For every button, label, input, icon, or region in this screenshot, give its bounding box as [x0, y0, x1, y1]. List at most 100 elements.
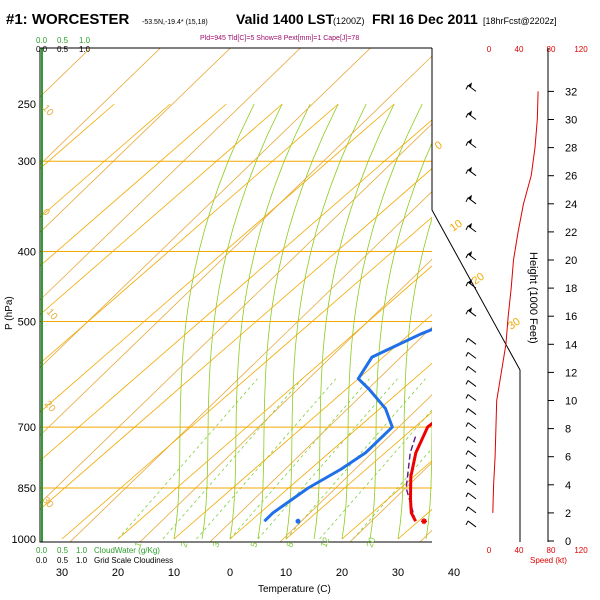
cloud-bottom-black-0: 0.0: [36, 556, 48, 565]
temperature-tick: 40: [448, 567, 460, 579]
wind-barb-staff: [467, 197, 477, 205]
height-tick-label: 24: [565, 199, 577, 211]
wind-barb-feather: [465, 197, 469, 203]
moist-adiabat-line: [397, 217, 432, 540]
temperature-tick: 30: [56, 567, 68, 579]
dry-adiabat-line: [40, 55, 432, 437]
wind-barb-feather: [465, 464, 469, 469]
wind-barb: [465, 436, 477, 444]
dry-adiabat-label: 0: [40, 207, 52, 219]
speed-bottom-120: 120: [574, 546, 588, 555]
wind-barb-feather: [465, 352, 469, 357]
plot-frame-right: [431, 48, 521, 542]
y-axis-label: P (hPa): [4, 296, 15, 330]
station-coords: -53.5N,-19.4* (15,18): [142, 19, 208, 26]
speed-top-40: 40: [515, 45, 524, 54]
moist-adiabats: [173, 103, 432, 540]
pressure-lines: [40, 160, 432, 489]
wind-barb: [465, 110, 477, 120]
wind-barb-staff: [467, 253, 477, 261]
moist-adiabat-line: [313, 103, 395, 540]
height-tick-label: 30: [565, 115, 577, 127]
height-tick-label: 10: [565, 396, 577, 408]
wind-barb: [465, 506, 477, 514]
moist-adiabat-line: [341, 103, 423, 540]
wind-barb-feather: [465, 225, 469, 231]
cloud-scale-top: 0.0 0.5 1.0 0.0 0.5 1.0: [36, 36, 91, 54]
wind-barb-feather: [465, 113, 469, 118]
isotherm-label: 30: [506, 316, 523, 333]
cloud-top-green-2: 1.0: [79, 36, 91, 45]
wind-barb-staff: [467, 450, 477, 458]
wind-barb-staff: [467, 520, 477, 528]
wind-barb: [465, 307, 477, 317]
wind-barb-feather: [465, 520, 469, 526]
dry-adiabat-line: [40, 48, 371, 369]
wind-barb-flag: [468, 194, 472, 200]
wind-barb: [465, 365, 477, 373]
dry-adiabat-line: [40, 48, 231, 233]
surface-dewpoint-marker: [295, 518, 301, 524]
cloud-top-black-1: 0.5: [57, 45, 69, 54]
mixing-ratio-label: 3: [210, 541, 221, 549]
pressure-tick-1000: 1000: [12, 534, 36, 546]
pressure-tick-250: 250: [18, 99, 36, 111]
cloud-water-caption: CloudWater (g/Kg): [94, 546, 160, 555]
wind-barb-feather: [465, 309, 469, 315]
isotherm-line: [454, 104, 600, 539]
valid-time: Valid 1400 LST: [236, 11, 334, 27]
wind-barb-staff: [467, 169, 477, 177]
pressure-tick-300: 300: [18, 156, 36, 168]
dry-adiabat-line: [209, 326, 432, 542]
cloud-bottom-black-1: 0.5: [57, 556, 69, 565]
height-tick-label: 2: [565, 508, 571, 520]
wind-barb-feather: [465, 380, 469, 385]
wind-barb: [465, 464, 477, 472]
wind-barb-feather: [465, 506, 469, 512]
speed-bottom-0: 0: [487, 546, 492, 555]
wind-barb-feather: [465, 408, 469, 413]
wind-barb-feather: [465, 394, 469, 399]
wind-barb-flag: [468, 307, 472, 313]
isotherm-line: [229, 362, 432, 540]
speed-bottom-40: 40: [515, 546, 524, 555]
pressure-tick-500: 500: [18, 317, 36, 329]
grid-cloudiness-caption: Grid Scale Cloudiness: [94, 556, 173, 565]
wind-barb: [465, 394, 477, 401]
cloud-bottom-green-0: 0.0: [36, 546, 48, 555]
height-tick-label: 8: [565, 424, 571, 436]
isotherm-label: 10: [448, 218, 465, 235]
wind-barb-feather: [465, 422, 469, 427]
wind-barb-staff: [467, 492, 477, 500]
dry-adiabat-line: [139, 258, 432, 542]
wind-barb-staff: [467, 351, 477, 359]
wind-barb-staff: [467, 408, 477, 415]
isotherm-line: [510, 104, 600, 539]
wind-barb-flag: [468, 110, 472, 116]
speed-caption: Speed (kt): [530, 556, 567, 565]
wind-barb-feather: [465, 450, 469, 455]
wind-speed-line: [492, 91, 539, 513]
x-axis-label: Temperature (C): [258, 584, 331, 595]
temperature-tick: 30: [392, 567, 404, 579]
wind-barb-staff: [467, 141, 477, 149]
moist-adiabat-line: [201, 103, 283, 540]
surface-temperature-marker: [421, 518, 428, 525]
dry-adiabat-line: [500, 0, 600, 600]
wind-barb-staff: [467, 309, 477, 317]
cloud-bottom-green-2: 1.0: [76, 546, 88, 555]
wind-barb: [465, 279, 477, 289]
height-tick-label: 0: [565, 536, 571, 548]
mixing-ratio-line: [352, 447, 432, 540]
utc-time: (1200Z): [333, 16, 365, 26]
height-tick-label: 28: [565, 143, 577, 155]
isotherm-line: [40, 103, 171, 218]
wind-barb-staff: [467, 225, 477, 233]
pressure-tick-850: 850: [18, 483, 36, 495]
wind-barb-staff: [467, 85, 477, 92]
wind-barb-staff: [467, 394, 477, 401]
cloud-bottom-black-2: 1.0: [76, 556, 88, 565]
